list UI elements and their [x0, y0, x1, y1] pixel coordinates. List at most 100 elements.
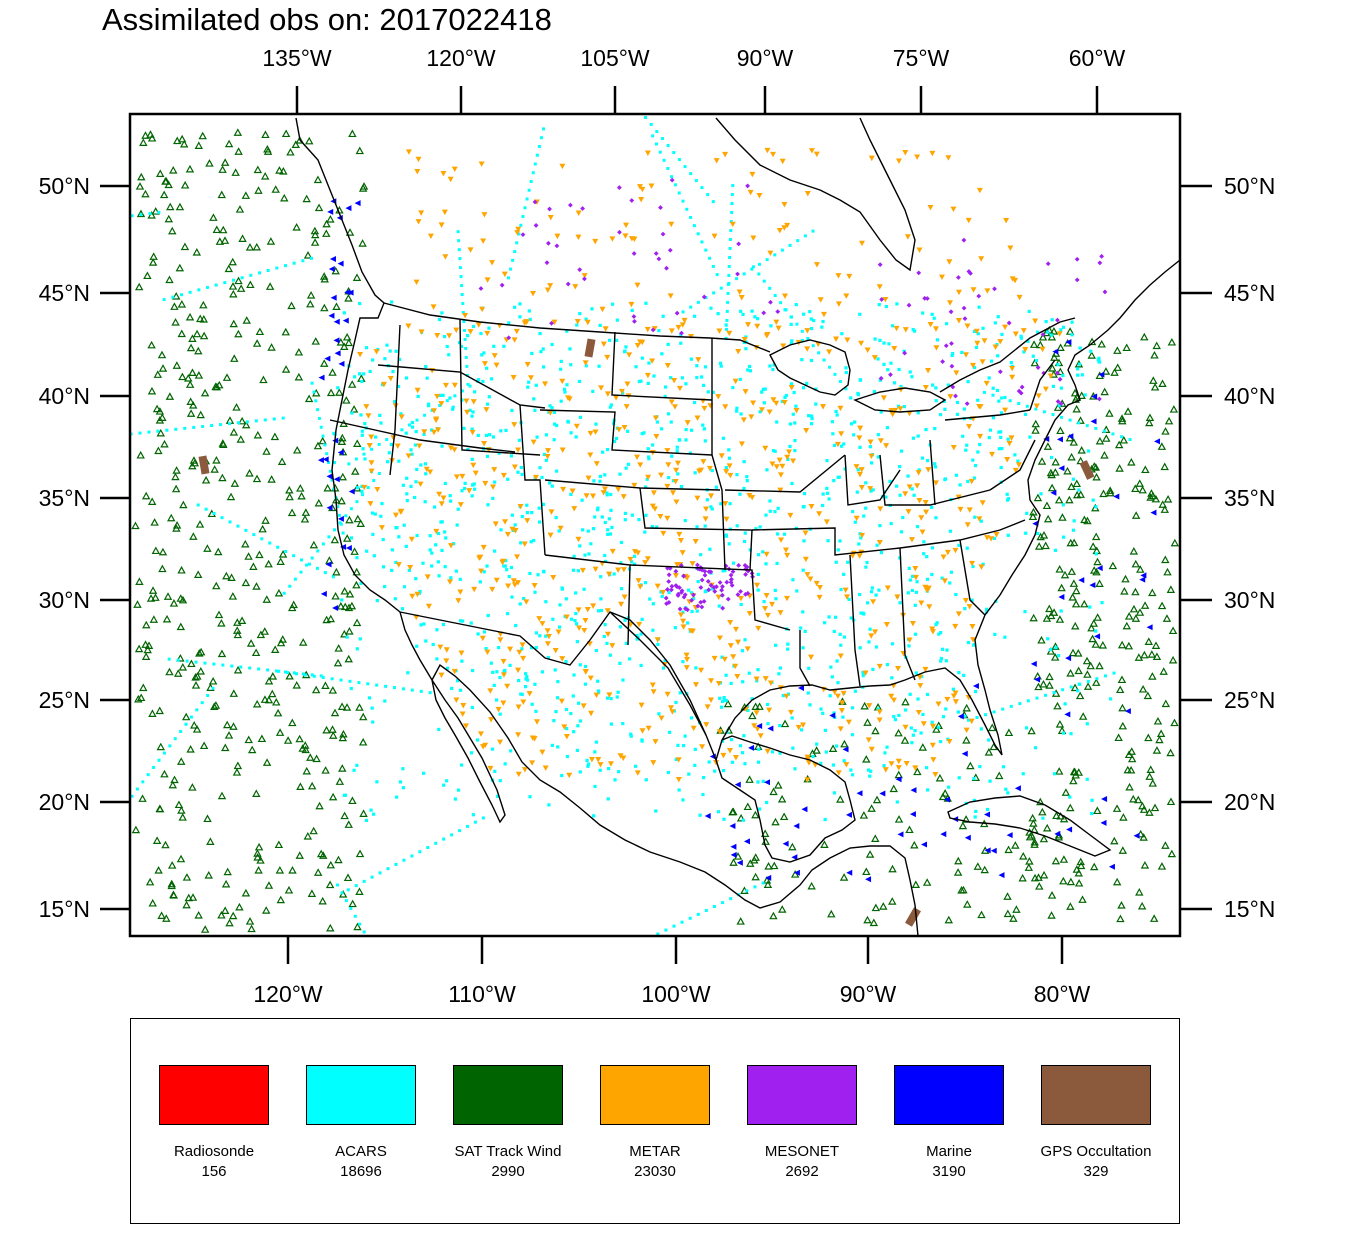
metar-marker: [492, 521, 499, 527]
metar-marker: [427, 469, 434, 475]
acars-marker: [957, 543, 961, 547]
acars-marker: [726, 300, 730, 304]
acars-marker: [724, 466, 728, 470]
sat-track-wind-marker: [164, 180, 173, 189]
sat-track-wind-marker: [1051, 468, 1060, 476]
acars-marker: [146, 773, 150, 777]
acars-marker: [592, 479, 596, 483]
acars-marker: [930, 383, 935, 387]
acars-marker: [487, 395, 491, 399]
metar-marker: [957, 506, 964, 513]
marine-marker: [1133, 832, 1140, 839]
acars-marker: [252, 533, 256, 537]
acars-marker: [772, 363, 776, 367]
acars-marker: [987, 738, 991, 742]
metar-marker: [858, 485, 865, 491]
sat-track-wind-marker: [292, 223, 301, 231]
sat-track-wind-marker: [1095, 579, 1104, 587]
acars-marker: [909, 726, 913, 730]
acars-marker: [811, 229, 815, 233]
sat-track-wind-marker: [1070, 683, 1080, 692]
sat-track-wind-marker: [1039, 870, 1049, 879]
acars-marker: [633, 764, 638, 768]
metar-marker: [418, 329, 425, 335]
metar-marker: [945, 155, 952, 161]
acars-marker: [609, 508, 613, 512]
acars-marker: [223, 281, 227, 285]
metar-marker: [902, 150, 909, 156]
sat-track-wind-marker: [200, 925, 210, 933]
sat-track-wind-marker: [1140, 861, 1150, 869]
marine-marker: [1058, 594, 1065, 601]
sat-track-wind-marker: [188, 401, 198, 409]
acars-marker: [789, 315, 793, 319]
acars-marker: [844, 370, 848, 375]
metar-marker: [509, 526, 516, 533]
metar-marker: [868, 633, 875, 639]
acars-marker: [677, 788, 681, 792]
acars-marker: [356, 486, 360, 490]
acars-marker: [470, 427, 474, 431]
acars-marker: [157, 210, 161, 214]
acars-marker: [231, 278, 235, 282]
axis-ticks: 50°N 50°N45°N 45°N40°N 40°N35°N 35°N30°N 30°N…: [39, 45, 1276, 1007]
sat-track-wind-marker: [1083, 516, 1092, 525]
acars-marker: [888, 479, 892, 483]
acars-marker: [853, 520, 857, 524]
acars-marker: [6, 230, 9, 233]
acars-marker: [558, 603, 562, 607]
acars-marker: [685, 207, 689, 211]
metar-marker: [1016, 294, 1023, 301]
acars-marker: [460, 619, 465, 623]
acars-marker: [666, 770, 671, 775]
metar-marker: [505, 583, 512, 589]
metar-marker: [604, 608, 611, 614]
sat-track-wind-marker: [301, 741, 310, 749]
metar-marker: [513, 328, 520, 335]
acars-marker: [991, 416, 996, 420]
sat-track-wind-marker: [165, 667, 174, 676]
acars-marker: [460, 389, 464, 393]
sat-track-wind-marker: [233, 665, 243, 674]
sat-track-wind-marker: [872, 795, 882, 804]
metar-marker: [519, 642, 526, 648]
acars-marker: [544, 458, 548, 462]
acars-marker: [422, 432, 426, 436]
acars-marker: [1027, 309, 1031, 314]
metar-marker: [491, 467, 498, 473]
acars-marker: [377, 442, 381, 446]
acars-marker: [1016, 459, 1020, 463]
acars-marker: [410, 425, 415, 429]
sat-track-wind-marker: [1003, 909, 1013, 918]
acars-marker: [524, 672, 528, 676]
sat-track-wind-marker: [230, 354, 239, 362]
mesonet-marker: [1016, 388, 1022, 394]
acars-marker: [972, 798, 976, 803]
acars-marker: [568, 347, 572, 351]
acars-marker: [941, 715, 946, 719]
acars-marker: [559, 359, 563, 363]
acars-marker: [212, 511, 216, 515]
acars-marker: [974, 809, 978, 813]
mesonet-marker: [616, 185, 622, 190]
mesonet-marker: [667, 247, 673, 253]
acars-marker: [520, 647, 524, 651]
acars-marker: [551, 617, 555, 621]
sat-track-wind-marker: [266, 237, 276, 245]
metar-marker: [417, 481, 424, 488]
acars-marker: [358, 637, 362, 641]
acars-marker: [657, 328, 661, 333]
sat-track-wind-marker: [275, 166, 284, 174]
sat-track-wind-marker: [241, 191, 251, 199]
acars-marker: [360, 489, 364, 494]
metar-marker: [536, 616, 543, 622]
metar-marker: [997, 339, 1004, 345]
sat-track-wind-marker: [329, 731, 338, 739]
acars-marker: [973, 815, 977, 819]
acars-marker: [699, 375, 704, 379]
sat-track-wind-marker: [1029, 613, 1038, 622]
metar-marker: [664, 448, 671, 454]
marine-marker: [856, 790, 863, 797]
metar-marker: [483, 407, 490, 413]
acars-marker: [130, 794, 134, 798]
